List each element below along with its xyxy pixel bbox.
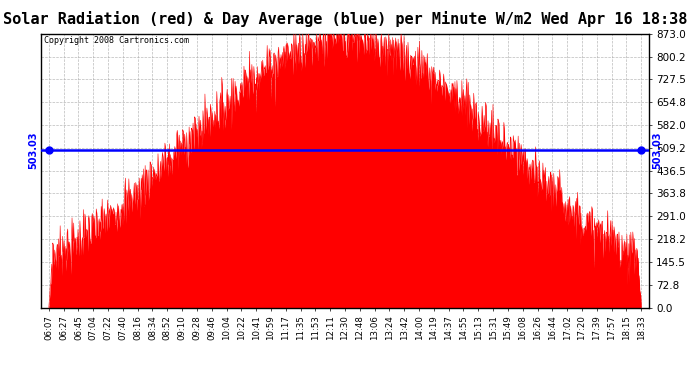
Text: Copyright 2008 Cartronics.com: Copyright 2008 Cartronics.com <box>44 36 190 45</box>
Text: 503.03: 503.03 <box>28 131 38 168</box>
Text: 503.03: 503.03 <box>652 131 662 168</box>
Text: Solar Radiation (red) & Day Average (blue) per Minute W/m2 Wed Apr 16 18:38: Solar Radiation (red) & Day Average (blu… <box>3 11 687 27</box>
